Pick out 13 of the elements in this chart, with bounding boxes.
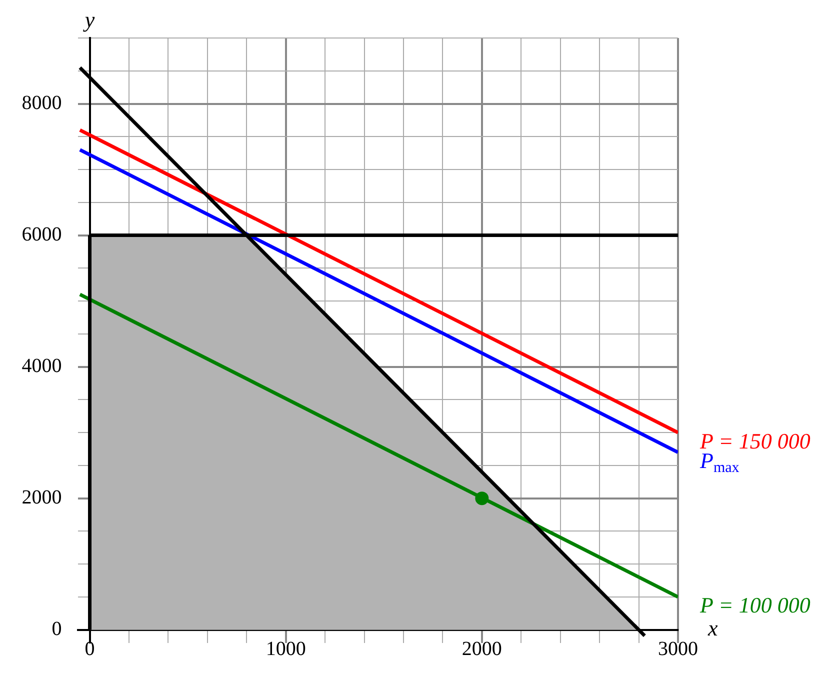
y-tick-label: 0 bbox=[52, 618, 62, 640]
series-label: P = 100 000 bbox=[699, 592, 810, 618]
x-axis-title: x bbox=[707, 616, 718, 641]
series-label: P = 150 000 bbox=[699, 428, 810, 454]
x-tick-label: 1000 bbox=[266, 638, 306, 660]
x-tick-label: 2000 bbox=[462, 638, 502, 660]
y-tick-label: 8000 bbox=[22, 92, 62, 114]
y-axis-title: y bbox=[82, 6, 95, 32]
y-tick-label: 2000 bbox=[22, 486, 62, 509]
y-tick-label: 6000 bbox=[22, 224, 62, 246]
y-tick-label: 4000 bbox=[22, 355, 62, 378]
x-tick-label: 3000 bbox=[658, 638, 698, 660]
x-tick-label: 0 bbox=[84, 638, 95, 660]
